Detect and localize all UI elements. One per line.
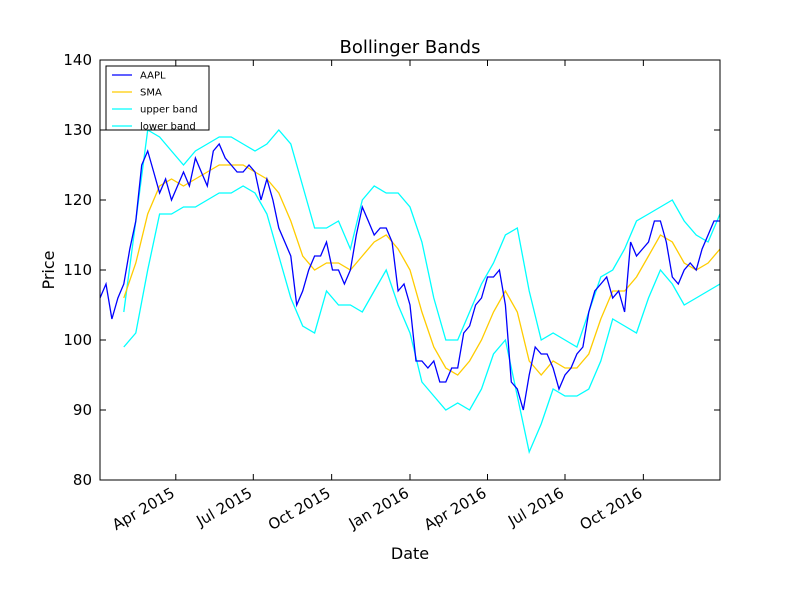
y-axis-label: Price — [39, 250, 58, 289]
y-tick-label: 100 — [63, 331, 92, 349]
legend-entry-label: SMA — [140, 88, 162, 99]
y-tick-label: 110 — [63, 261, 92, 279]
x-tick-label: Jul 2015 — [193, 484, 256, 531]
y-tick-label: 130 — [63, 121, 92, 139]
legend-entry-label: upper band — [140, 105, 198, 116]
x-tick-label: Apr 2016 — [421, 484, 490, 534]
legend-entry-label: lower band — [140, 122, 196, 133]
series-line-aapl — [99, 142, 720, 411]
y-axis: 80 90 100 110 120 130 140 — [63, 51, 720, 489]
legend-frame — [105, 65, 210, 131]
x-tick-label: Apr 2015 — [109, 484, 178, 534]
series-line-lower-band — [123, 185, 721, 455]
x-tick-label: Jul 2016 — [504, 484, 567, 531]
series-line-sma — [123, 164, 721, 377]
y-tick-label: 140 — [63, 51, 92, 69]
series-layer — [99, 128, 721, 455]
x-axis-label: Date — [391, 544, 429, 563]
chart-title: Bollinger Bands — [340, 37, 481, 58]
legend: AAPL SMA upper band lower band — [105, 65, 210, 133]
y-tick-label: 120 — [63, 191, 92, 209]
x-tick-label: Jan 2016 — [345, 484, 412, 533]
series-line-upper-band — [123, 128, 721, 348]
x-tick-label: Oct 2015 — [265, 484, 334, 534]
x-tick-label: Oct 2016 — [577, 484, 646, 534]
y-tick-label: 90 — [73, 401, 92, 419]
y-tick-label: 80 — [73, 471, 92, 489]
legend-entry-label: AAPL — [140, 71, 166, 82]
